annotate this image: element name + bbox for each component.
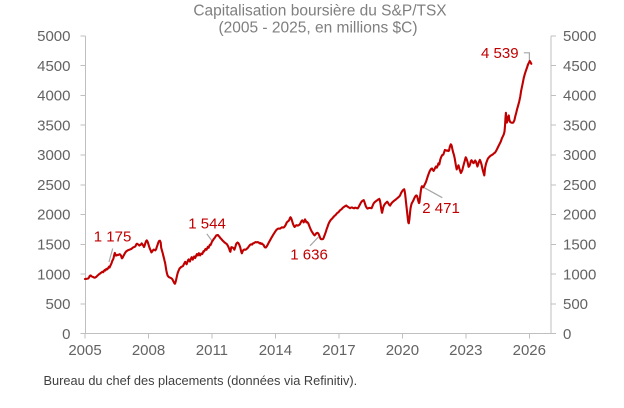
svg-text:0: 0 bbox=[563, 326, 571, 343]
svg-text:2026: 2026 bbox=[513, 342, 546, 359]
svg-text:3500: 3500 bbox=[563, 117, 596, 134]
svg-text:4000: 4000 bbox=[563, 88, 596, 105]
svg-text:2000: 2000 bbox=[563, 207, 596, 224]
svg-text:5000: 5000 bbox=[563, 28, 596, 45]
svg-text:1 636: 1 636 bbox=[290, 247, 328, 264]
svg-text:1 175: 1 175 bbox=[94, 229, 132, 246]
svg-text:1500: 1500 bbox=[563, 237, 596, 254]
svg-text:0: 0 bbox=[62, 326, 70, 343]
svg-text:1000: 1000 bbox=[37, 266, 70, 283]
svg-text:2014: 2014 bbox=[259, 342, 292, 359]
svg-text:1 544: 1 544 bbox=[188, 215, 226, 232]
svg-text:500: 500 bbox=[45, 296, 70, 313]
svg-text:4500: 4500 bbox=[563, 58, 596, 75]
svg-text:2 471: 2 471 bbox=[422, 200, 460, 217]
svg-text:4500: 4500 bbox=[37, 58, 70, 75]
svg-text:3000: 3000 bbox=[563, 147, 596, 164]
svg-text:3000: 3000 bbox=[37, 147, 70, 164]
svg-text:5000: 5000 bbox=[37, 28, 70, 45]
svg-text:2011: 2011 bbox=[196, 342, 228, 359]
svg-text:Bureau du chef des placements: Bureau du chef des placements (données v… bbox=[44, 373, 358, 388]
svg-text:500: 500 bbox=[563, 296, 588, 313]
svg-text:2020: 2020 bbox=[386, 342, 419, 359]
svg-text:2000: 2000 bbox=[37, 207, 70, 224]
svg-text:1000: 1000 bbox=[563, 266, 596, 283]
svg-text:(2005 - 2025, en millions $C): (2005 - 2025, en millions $C) bbox=[218, 19, 417, 36]
svg-text:3500: 3500 bbox=[37, 117, 70, 134]
svg-text:4000: 4000 bbox=[37, 88, 70, 105]
svg-text:2500: 2500 bbox=[563, 177, 596, 194]
svg-text:2017: 2017 bbox=[322, 342, 355, 359]
svg-text:1500: 1500 bbox=[37, 237, 70, 254]
svg-text:Capitalisation boursière du S&: Capitalisation boursière du S&P/TSX bbox=[193, 2, 447, 19]
svg-text:4 539: 4 539 bbox=[481, 45, 519, 62]
svg-text:2008: 2008 bbox=[132, 342, 165, 359]
svg-text:2023: 2023 bbox=[449, 342, 482, 359]
svg-text:2500: 2500 bbox=[37, 177, 70, 194]
svg-text:2005: 2005 bbox=[68, 342, 101, 359]
